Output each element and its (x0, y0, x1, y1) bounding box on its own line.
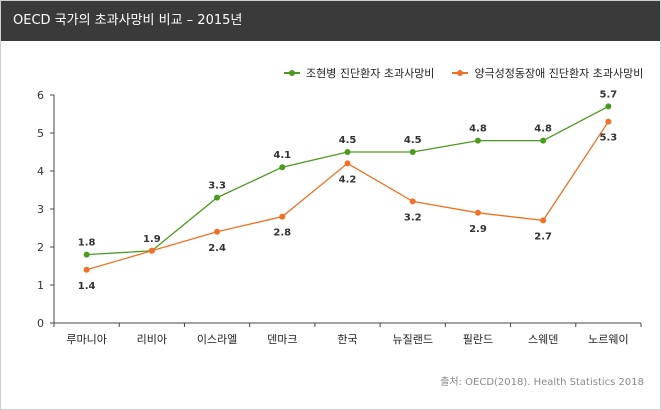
legend-item-series-2: 양극성정동장애 진단환자 초과사망비 (452, 65, 643, 81)
series-1-point-0 (83, 251, 90, 258)
series-2-point-1 (148, 247, 155, 254)
series-1-data-label-3: 4.1 (273, 150, 291, 161)
series-1-data-label-8: 5.7 (600, 89, 618, 100)
series-1-data-label-7: 4.8 (534, 124, 552, 135)
series-2-data-label-5: 3.2 (404, 212, 422, 223)
series-2-data-label-0: 1.4 (78, 281, 96, 292)
series-2-data-label-4: 4.2 (339, 174, 357, 185)
x-tick-label-6: 필란드 (463, 333, 493, 346)
source-note: 출처: OECD(2018). Health Statistics 2018 (440, 377, 644, 388)
y-tick-label-3: 3 (37, 203, 44, 216)
series-1-point-3 (279, 164, 286, 171)
series-2-point-4 (344, 160, 351, 167)
series-1-point-7 (540, 137, 547, 144)
legend-marker-series-2 (452, 68, 469, 78)
series-1-point-5 (409, 149, 416, 155)
series-2-data-label-3: 2.8 (273, 228, 291, 239)
legend-marker-series-1 (284, 68, 300, 78)
series-2-data-label-7: 2.7 (534, 231, 552, 242)
legend-label-series-2: 양극성정동장애 진단환자 초과사망비 (474, 67, 644, 80)
series-1-point-4 (344, 149, 351, 155)
y-tick-label-0: 0 (37, 317, 44, 330)
legend-label-series-1: 조현병 진단환자 초과사망비 (306, 67, 435, 80)
x-tick-label-2: 이스라엘 (197, 333, 237, 346)
y-tick-label-2: 2 (37, 241, 44, 254)
y-tick-label-5: 5 (37, 127, 44, 140)
series-2-point-6 (474, 209, 481, 216)
chart-title: OECD 국가의 초과사망비 비교 – 2015년 (13, 13, 243, 28)
y-tick-label-1: 1 (37, 279, 44, 292)
x-tick-label-8: 노르웨이 (588, 333, 628, 346)
x-tick-label-7: 스웨덴 (528, 333, 558, 346)
series-2-data-label-2: 2.4 (208, 243, 226, 254)
series-1-data-label-0: 1.8 (78, 238, 96, 249)
series-2-point-2 (214, 228, 221, 235)
legend-item-series-1: 조현병 진단환자 초과사망비 (284, 65, 434, 81)
title-bar: OECD 국가의 초과사망비 비교 – 2015년 (1, 1, 660, 41)
series-2-point-3 (279, 213, 286, 220)
series-2-data-label-8: 5.3 (600, 133, 618, 144)
series-1-data-label-1: 1.9 (143, 234, 161, 245)
series-1-data-label-2: 3.3 (208, 181, 226, 192)
y-tick-label-6: 6 (37, 89, 44, 102)
series-1-point-6 (474, 137, 481, 144)
series-1-point-2 (214, 194, 221, 201)
legend: 조현병 진단환자 초과사망비 양극성정동장애 진단환자 초과사망비 (284, 65, 643, 81)
series-1-point-8 (605, 103, 612, 110)
series-1-data-label-6: 4.8 (469, 124, 487, 135)
series-2-data-label-6: 2.9 (469, 224, 487, 235)
x-tick-label-1: 리비아 (137, 333, 167, 346)
x-tick-label-0: 루마니아 (66, 333, 106, 346)
series-2-point-0 (83, 266, 90, 273)
series-1-data-label-4: 4.5 (339, 135, 357, 146)
x-tick-label-4: 한국 (337, 333, 357, 346)
x-tick-label-5: 뉴질랜드 (392, 333, 432, 346)
series-2-point-5 (409, 198, 416, 205)
series-2-point-8 (605, 118, 612, 125)
series-2-point-7 (540, 217, 547, 224)
y-tick-label-4: 4 (37, 165, 44, 178)
x-tick-label-3: 덴마크 (267, 333, 297, 346)
series-1-data-label-5: 4.5 (404, 135, 422, 146)
